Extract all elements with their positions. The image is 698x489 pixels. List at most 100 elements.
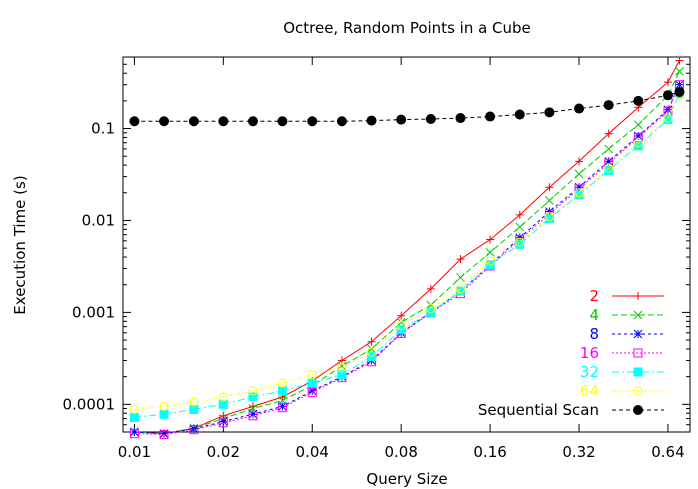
data-point xyxy=(574,103,585,114)
data-point xyxy=(159,429,169,439)
legend-marker xyxy=(633,348,643,358)
data-point xyxy=(675,56,684,65)
series-2 xyxy=(130,80,684,438)
data-point xyxy=(663,105,673,115)
data-point xyxy=(189,425,199,435)
data-point xyxy=(574,182,584,192)
series-line xyxy=(134,91,680,122)
series-6 xyxy=(129,86,685,127)
series-5 xyxy=(129,90,684,414)
data-point xyxy=(674,86,685,97)
data-point xyxy=(485,247,495,257)
data-point xyxy=(426,304,436,314)
data-point xyxy=(337,363,347,373)
legend-label: 64 xyxy=(580,382,599,400)
data-point xyxy=(515,222,525,232)
data-point xyxy=(189,397,199,407)
series-0 xyxy=(130,56,684,438)
data-point xyxy=(426,300,436,310)
data-point xyxy=(486,235,495,244)
data-point xyxy=(456,273,465,282)
data-point xyxy=(604,163,614,173)
data-point xyxy=(159,409,169,419)
data-point xyxy=(159,116,170,127)
data-point xyxy=(189,404,199,414)
series-1 xyxy=(130,66,684,438)
data-point xyxy=(277,403,287,413)
data-point xyxy=(515,237,525,247)
data-point xyxy=(515,233,525,243)
data-point xyxy=(218,418,228,428)
plot-frame xyxy=(122,56,691,433)
data-point xyxy=(633,120,643,130)
data-point xyxy=(337,361,347,371)
data-point xyxy=(604,165,614,175)
data-point xyxy=(130,427,139,437)
data-point xyxy=(218,116,229,127)
data-point xyxy=(545,183,554,192)
data-point xyxy=(307,116,318,127)
data-point xyxy=(425,113,436,124)
data-point xyxy=(129,116,140,127)
x-tick-label: 0.02 xyxy=(207,443,240,461)
data-point xyxy=(159,401,169,411)
x-tick-label: 0.08 xyxy=(384,443,417,461)
data-point xyxy=(544,107,555,118)
legend-entry: Sequential Scan xyxy=(478,401,664,419)
x-tick-label: 0.32 xyxy=(562,443,595,461)
data-point xyxy=(396,317,406,327)
legend-marker xyxy=(634,292,642,300)
data-point xyxy=(367,344,376,354)
legend-label: 8 xyxy=(589,325,599,343)
x-tick-label: 0.04 xyxy=(296,443,329,461)
y-axis-label: Execution Time (s) xyxy=(11,175,29,314)
data-point xyxy=(367,337,376,346)
data-point xyxy=(218,417,228,426)
data-point xyxy=(277,378,287,388)
legend-label: Sequential Scan xyxy=(478,401,599,419)
data-point xyxy=(514,109,525,120)
series-line xyxy=(134,60,680,435)
data-point xyxy=(129,429,139,439)
data-point xyxy=(604,129,613,138)
data-point xyxy=(277,386,287,396)
data-point xyxy=(367,347,377,357)
data-point xyxy=(633,131,643,141)
data-point xyxy=(396,321,406,331)
data-point xyxy=(337,370,347,380)
data-point xyxy=(188,116,199,127)
legend-entry: 16 xyxy=(580,344,664,362)
data-point xyxy=(426,284,435,293)
data-point xyxy=(663,78,672,87)
data-point xyxy=(574,188,584,198)
data-point xyxy=(455,286,465,296)
x-axis-label: Query Size xyxy=(366,470,447,488)
data-point xyxy=(604,144,614,154)
series-3 xyxy=(129,80,684,439)
data-point xyxy=(455,113,466,124)
series-4 xyxy=(129,89,684,422)
data-point xyxy=(248,386,258,396)
data-point xyxy=(633,141,643,151)
y-tick-label: 0.1 xyxy=(91,120,115,138)
data-point xyxy=(247,116,258,127)
data-point xyxy=(456,255,465,264)
legend-label: 16 xyxy=(580,344,599,362)
data-point xyxy=(307,386,317,396)
data-point xyxy=(278,402,287,411)
data-point xyxy=(366,115,377,126)
x-tick-label: 0.64 xyxy=(651,443,684,461)
data-point xyxy=(604,156,614,166)
data-point xyxy=(455,284,465,294)
data-point xyxy=(675,80,684,90)
data-point xyxy=(574,169,584,179)
data-point xyxy=(189,424,199,434)
data-point xyxy=(545,207,554,216)
data-point xyxy=(367,352,377,362)
data-point xyxy=(397,311,406,320)
legend-label: 32 xyxy=(580,363,599,381)
data-point xyxy=(396,114,407,125)
data-point xyxy=(633,138,643,148)
data-point xyxy=(307,370,317,380)
